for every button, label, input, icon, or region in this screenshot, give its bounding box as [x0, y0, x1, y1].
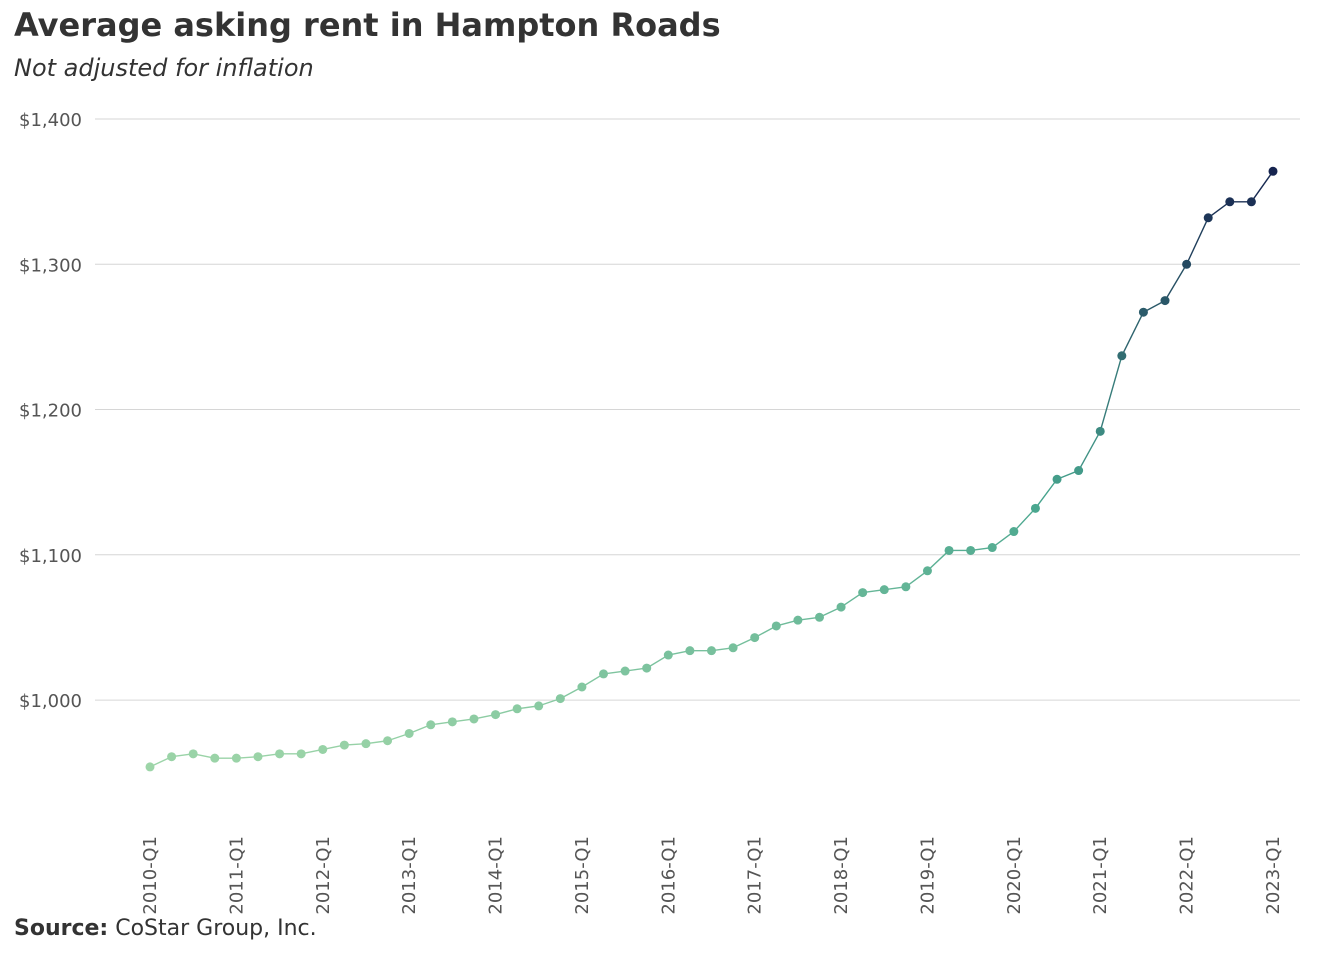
x-tick-label: 2011-Q1 — [226, 836, 247, 915]
data-point — [275, 749, 285, 759]
y-tick-label: $1,300 — [19, 255, 82, 276]
data-point — [663, 650, 673, 660]
data-point — [1268, 166, 1278, 176]
data-point — [1138, 307, 1148, 317]
data-point — [361, 739, 371, 749]
x-tick-label: 2020-Q1 — [1004, 836, 1025, 915]
data-point — [318, 744, 328, 754]
data-point — [771, 621, 781, 631]
source-text: CoStar Group, Inc. — [115, 916, 317, 941]
x-axis: 2010-Q1 2011-Q1 2012-Q1 2013-Q1 2014-Q1 2015-… — [140, 836, 1284, 915]
data-point — [858, 588, 868, 598]
series-line-segment — [1121, 311, 1145, 357]
data-point — [1030, 503, 1040, 513]
data-point — [944, 545, 954, 555]
data-point — [1074, 466, 1084, 476]
data-point — [1203, 213, 1213, 223]
data-point — [167, 752, 177, 762]
gridlines — [95, 118, 1300, 701]
data-point — [966, 545, 976, 555]
data-point — [210, 753, 220, 763]
series-line-segment — [1013, 507, 1036, 533]
source-note: Source: CoStar Group, Inc. — [14, 916, 317, 941]
data-point — [814, 612, 824, 622]
x-tick-label: 2021-Q1 — [1090, 836, 1111, 915]
data-point — [555, 694, 565, 704]
data-point — [620, 666, 630, 676]
data-point — [922, 566, 932, 576]
x-tick-label: 2015-Q1 — [572, 836, 593, 915]
series-line-segment — [1078, 430, 1101, 471]
y-tick-label: $1,000 — [19, 691, 82, 712]
x-tick-label: 2016-Q1 — [658, 836, 679, 915]
data-point — [1160, 296, 1170, 306]
data-point — [901, 582, 911, 592]
series-line-segment — [1250, 170, 1274, 203]
series-line-segment — [1164, 263, 1188, 301]
y-tick-label: $1,200 — [19, 401, 82, 422]
data-point — [231, 753, 241, 763]
data-point — [426, 720, 436, 730]
chart-title: Average asking rent in Hampton Roads — [14, 6, 721, 44]
data-point — [296, 749, 306, 759]
series-average-rent — [145, 166, 1278, 772]
series-line-segment — [1185, 217, 1209, 265]
data-point — [1117, 351, 1127, 361]
data-point — [145, 762, 155, 772]
data-point — [577, 682, 587, 692]
data-point — [447, 717, 457, 727]
data-point — [1052, 474, 1062, 484]
x-tick-label: 2022-Q1 — [1177, 836, 1198, 915]
data-point — [1225, 197, 1235, 207]
data-point — [642, 663, 652, 673]
data-point — [188, 749, 198, 759]
data-point — [707, 646, 716, 656]
source-label: Source: — [14, 916, 109, 941]
data-point — [879, 585, 889, 595]
chart-subtitle: Not adjusted for inflation — [14, 54, 314, 82]
data-point — [383, 736, 393, 746]
data-point — [404, 728, 414, 738]
x-tick-label: 2017-Q1 — [745, 836, 766, 915]
data-point — [750, 633, 760, 643]
y-tick-label: $1,100 — [19, 546, 82, 567]
data-point — [599, 669, 609, 679]
data-point — [1182, 259, 1192, 269]
x-tick-label: 2023-Q1 — [1263, 836, 1284, 915]
x-tick-label: 2012-Q1 — [313, 836, 334, 915]
data-point — [339, 740, 349, 750]
data-point — [1246, 197, 1256, 207]
data-point — [728, 643, 738, 653]
data-point — [253, 752, 263, 762]
data-point — [1009, 527, 1019, 537]
data-point — [469, 714, 479, 724]
data-point — [987, 543, 997, 553]
y-axis: $1,000 $1,100 $1,200 $1,300 $1,400 — [19, 110, 82, 712]
x-tick-label: 2019-Q1 — [917, 836, 938, 915]
series-line-segment — [1099, 355, 1123, 432]
y-tick-label: $1,400 — [19, 110, 82, 131]
series-line-segment — [926, 549, 950, 572]
data-point — [685, 646, 695, 656]
data-point — [534, 701, 544, 711]
x-tick-label: 2014-Q1 — [486, 836, 507, 915]
data-point — [491, 710, 501, 720]
data-point — [836, 602, 846, 612]
x-tick-label: 2018-Q1 — [831, 836, 852, 915]
data-point — [512, 704, 522, 714]
data-point — [793, 615, 803, 625]
data-point — [1095, 426, 1105, 436]
series-line-segment — [1034, 478, 1058, 509]
x-tick-label: 2013-Q1 — [399, 836, 420, 915]
x-tick-label: 2010-Q1 — [140, 836, 161, 915]
